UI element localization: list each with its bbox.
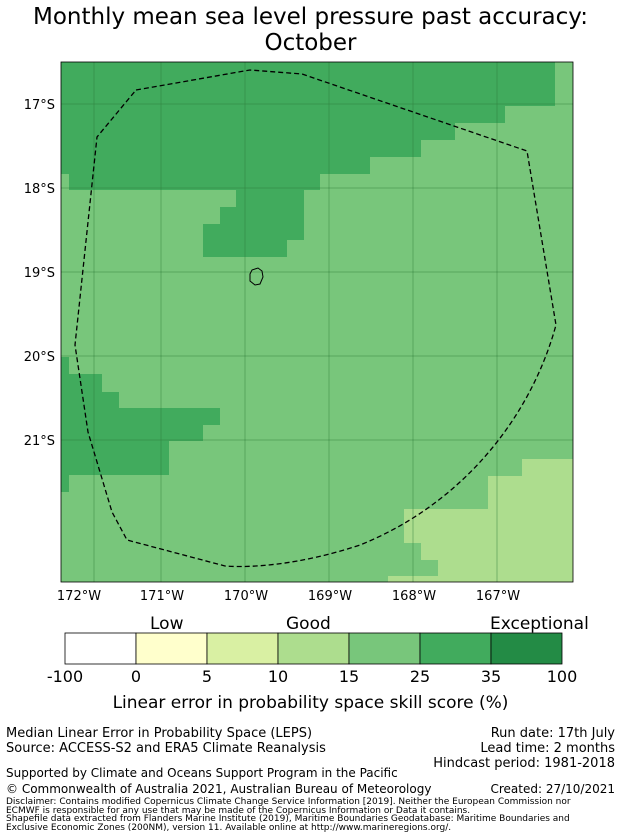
light-green-bottom-right-region: [388, 459, 573, 582]
lon-label-171w: 171°W: [140, 589, 184, 604]
lat-label-19s: 19°S: [24, 266, 55, 281]
colorbar-label: Linear error in probability space skill …: [112, 693, 509, 713]
footer-run-date: Run date: 17th July: [490, 726, 615, 741]
map-gridlines: [61, 62, 573, 582]
footer-shapefile-1: Shapefile data extracted from Flanders M…: [6, 814, 570, 824]
colorbar-tick: 25: [409, 667, 431, 686]
footer-lead-time: Lead time: 2 months: [480, 741, 615, 756]
colorbar-category-low: Low: [150, 614, 184, 634]
footer-disclaimer-1: Disclaimer: Contains modified Copernicus…: [6, 797, 571, 807]
colorbar-segment-25-35: [419, 632, 492, 665]
lat-label-18s: 18°S: [24, 182, 55, 197]
colorbar-tick: 10: [267, 667, 289, 686]
colorbar-segment-35-100: [490, 632, 563, 665]
colorbar-segment-5-10: [206, 632, 279, 665]
colorbar-tick: 100: [546, 667, 578, 686]
colorbar-tick: 0: [130, 667, 142, 686]
colorbar-segment-10-15: [277, 632, 350, 665]
right-edge-region: [555, 62, 573, 106]
colorbar: [64, 632, 563, 665]
lon-label-169w: 169°W: [308, 589, 352, 604]
colorbar-tick: 15: [338, 667, 360, 686]
colorbar-segment-15-25: [348, 632, 421, 665]
colorbar-category-good: Good: [286, 614, 331, 634]
eez-boundary: [74, 69, 557, 568]
footer-support: Supported by Climate and Oceans Support …: [6, 766, 398, 780]
lat-label-17s: 17°S: [24, 98, 55, 113]
colorbar-segment-neg100-0: [64, 632, 137, 665]
footer-source: Source: ACCESS-S2 and ERA5 Climate Reana…: [6, 741, 326, 756]
chart-title-line-2: October: [264, 30, 357, 56]
lon-label-172w: 172°W: [57, 589, 101, 604]
footer-created: Created: 27/10/2021: [490, 782, 615, 796]
footer-hindcast: Hindcast period: 1981-2018: [433, 756, 615, 771]
map-frame: [60, 61, 574, 583]
footer-shapefile-2: Exclusive Economic Zones (200NM), versio…: [6, 823, 452, 833]
skill-score-grid: [61, 62, 573, 582]
colorbar-tick: 5: [201, 667, 213, 686]
colorbar-segment-0-5: [135, 632, 208, 665]
footer-disclaimer-2: ECMWF is responsible for any use that ma…: [6, 806, 471, 816]
colorbar-category-exceptional: Exceptional: [490, 614, 589, 634]
colorbar-tick: 35: [480, 667, 502, 686]
lon-label-167w: 167°W: [476, 589, 520, 604]
longitude-labels: 172°W 171°W 170°W 169°W 168°W 167°W: [57, 589, 520, 604]
dark-green-top-region: [61, 62, 555, 257]
colorbar-tick: -100: [46, 667, 84, 686]
lon-label-170w: 170°W: [224, 589, 268, 604]
footer-method: Median Linear Error in Probability Space…: [6, 726, 313, 741]
chart-title-line-1: Monthly mean sea level pressure past acc…: [33, 4, 588, 30]
lat-label-20s: 20°S: [24, 350, 55, 365]
latitude-labels: 17°S 18°S 19°S 20°S 21°S: [24, 98, 55, 449]
footer-copyright: © Commonwealth of Australia 2021, Austra…: [6, 782, 432, 796]
dark-green-left-region: [61, 357, 220, 492]
niue-island-outline: [249, 267, 264, 286]
lat-label-21s: 21°S: [24, 434, 55, 449]
lon-label-168w: 168°W: [392, 589, 436, 604]
